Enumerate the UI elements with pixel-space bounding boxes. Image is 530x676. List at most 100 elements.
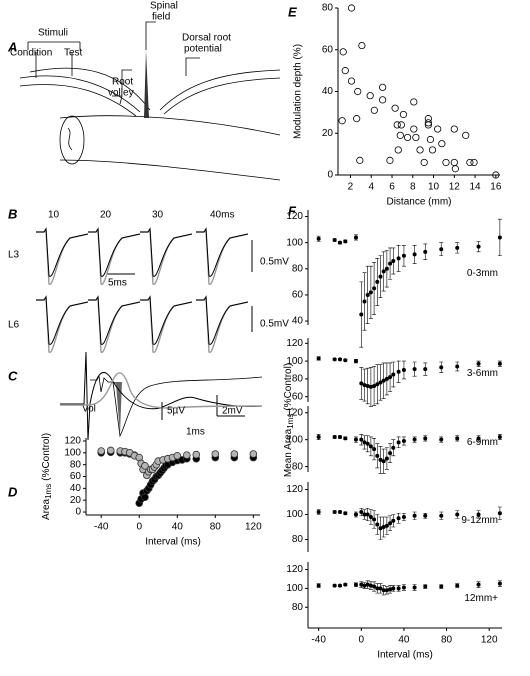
point [423, 513, 428, 518]
point [410, 98, 418, 106]
point [384, 588, 389, 593]
point [353, 359, 358, 364]
point [391, 104, 399, 112]
scale-label: 1ms [186, 427, 205, 438]
point [316, 510, 321, 514]
point [381, 459, 386, 464]
point [192, 450, 201, 459]
y-tick-label: 120 [286, 338, 303, 349]
b-trace [36, 295, 89, 345]
d-trace [60, 372, 263, 409]
x-tick-label: 80 [441, 635, 453, 646]
point [410, 125, 418, 133]
y-tick-label: 120 [286, 407, 303, 418]
point [401, 368, 406, 372]
y-tick-label: 80 [292, 461, 304, 472]
point [492, 171, 500, 179]
point [316, 356, 321, 361]
point [401, 515, 406, 519]
point [230, 450, 239, 458]
label: Test [64, 48, 83, 59]
x-tick-label: 120 [245, 522, 262, 533]
point [397, 121, 405, 129]
point [438, 140, 446, 148]
point [388, 451, 393, 456]
y-tick-label: 20 [70, 495, 82, 506]
y-axis-label: Mean Area1ms (%Control) [283, 363, 295, 477]
point [455, 583, 460, 588]
x-tick-label: -40 [311, 635, 326, 646]
point [497, 434, 502, 439]
point [379, 83, 387, 91]
c-trace [90, 374, 263, 438]
label-part: Area [41, 498, 52, 520]
point [399, 110, 408, 119]
label-part: (%Control) [41, 433, 52, 481]
point [378, 526, 383, 531]
y-tick-label: 40 [70, 483, 82, 494]
point [388, 261, 393, 266]
label: potential [184, 44, 222, 55]
label: Stimuli [38, 28, 68, 39]
point [337, 434, 342, 439]
x-tick-label: 0 [136, 522, 142, 533]
point [353, 582, 358, 587]
point [420, 158, 428, 167]
point [173, 451, 182, 460]
point [378, 586, 383, 591]
point [393, 121, 401, 129]
point [401, 253, 406, 258]
point [470, 158, 478, 167]
point [368, 583, 373, 588]
y-tick-label: 20 [322, 128, 334, 139]
point [141, 493, 149, 502]
point [378, 380, 383, 385]
label: Vol [82, 404, 96, 415]
y-tick-label: 60 [322, 44, 334, 55]
scale-label: 2mV [222, 406, 243, 417]
label: Spinal [150, 1, 178, 12]
y-tick-label: 120 [286, 484, 303, 495]
b-trace [196, 227, 249, 277]
b-trace [88, 294, 141, 353]
y-tick-label: 100 [286, 434, 303, 445]
b-trace [36, 294, 89, 353]
point [356, 156, 364, 164]
point [365, 582, 370, 587]
point [451, 165, 459, 173]
point [372, 384, 377, 388]
scale-label: 0.5mV [260, 257, 289, 268]
point [381, 378, 386, 383]
c-fill [113, 382, 122, 434]
point [423, 367, 428, 372]
point [412, 252, 417, 257]
point [341, 67, 349, 75]
scale-label: 5ms [108, 278, 127, 289]
point [372, 447, 377, 452]
point [343, 358, 348, 363]
point [378, 457, 383, 462]
point [391, 445, 396, 450]
point [384, 456, 389, 461]
volley-lead [121, 69, 132, 90]
point [365, 512, 370, 517]
b-trace [36, 226, 89, 285]
b-trace [140, 295, 193, 345]
point [423, 436, 428, 441]
point [353, 235, 358, 240]
b-trace [36, 227, 89, 277]
point [412, 513, 417, 518]
point [368, 444, 373, 449]
point [343, 239, 348, 244]
point [396, 586, 401, 591]
point [424, 119, 432, 127]
point [379, 96, 387, 104]
y-tick-label: 80 [292, 602, 304, 613]
point [396, 516, 401, 521]
point [394, 146, 402, 154]
point [211, 450, 220, 458]
point [332, 238, 337, 243]
point [497, 361, 502, 366]
point [439, 365, 444, 370]
scale-label: 5µV [167, 406, 185, 417]
